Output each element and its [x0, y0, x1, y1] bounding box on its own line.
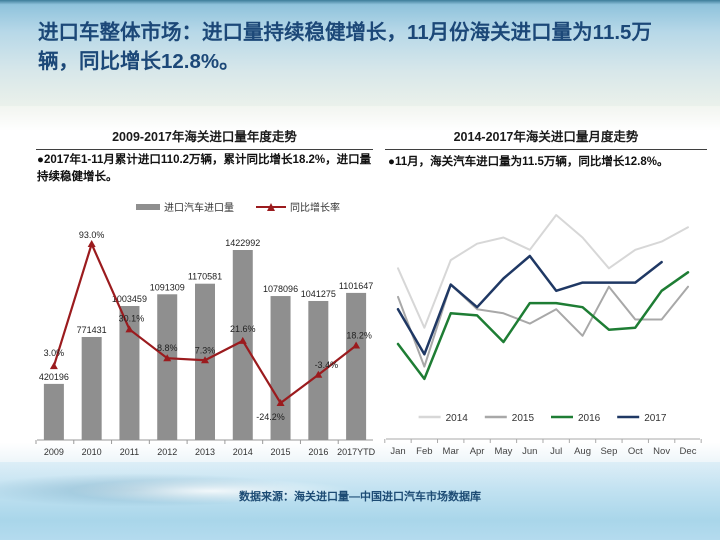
- month-label: Jun: [522, 446, 537, 457]
- bar-swatch-icon: [136, 203, 160, 210]
- growth-point-marker: [314, 370, 323, 378]
- annual-chart-legend: 进口汽车进口量 同比增长率: [35, 199, 375, 214]
- water-background: [0, 462, 720, 540]
- import-volume-bar: [43, 383, 64, 440]
- annual-chart-bullet: ●2017年1-11月累计进口110.2万辆，累计同比增长18.2%，进口量持续…: [37, 154, 372, 184]
- legend-item-bar: 进口汽车进口量: [136, 199, 234, 214]
- monthly-trend-chart: 2014 2015 2016 2017 Jan Feb Mar Apr May Jun Jul Aug…: [384, 214, 702, 457]
- bar-value-label: 1003459: [112, 294, 147, 304]
- month-label: Sep: [600, 446, 617, 457]
- year-axis-label: 2010: [82, 447, 102, 457]
- bar-value-label: 1091309: [150, 282, 185, 292]
- sky-background: [0, 0, 720, 114]
- bar-value-label: 420196: [39, 372, 69, 382]
- annual-trend-chart: 420196 2009 771431 2010 1003459 2011 1091309 20…: [35, 230, 375, 457]
- monthly-chart-bullet: ●11月，海关汽车进口量为11.5万辆，同比增长12.8%。: [388, 156, 669, 168]
- slide-title: 进口车整体市场：进口量持续稳健增长，11月份海关进口量为11.5万辆，同比增长1…: [38, 21, 652, 74]
- growth-point-marker: [276, 399, 285, 406]
- year-axis-label: 2009: [44, 447, 64, 457]
- growth-value-label: 7.3%: [195, 345, 216, 355]
- growth-point-marker: [201, 356, 209, 364]
- year-axis-label: 2016: [308, 447, 328, 457]
- month-label: Jul: [550, 446, 562, 457]
- bar-value-label: 1078096: [263, 284, 298, 294]
- month-label: Oct: [628, 446, 643, 457]
- growth-value-label: 21.6%: [230, 324, 256, 334]
- year-axis-label: 2012: [157, 447, 177, 457]
- legend-label-2015: 2015: [512, 413, 535, 424]
- month-label: Aug: [574, 446, 591, 457]
- series-line-2015: [397, 283, 689, 368]
- month-label: Dec: [680, 446, 697, 457]
- import-volume-bar: [232, 250, 253, 440]
- month-label: Apr: [470, 446, 485, 457]
- growth-point-marker: [87, 240, 96, 247]
- bar-value-label: 771431: [77, 325, 107, 335]
- import-volume-bar: [346, 292, 367, 440]
- growth-point-marker: [163, 354, 172, 362]
- import-volume-bar: [308, 300, 329, 440]
- growth-value-label: 8.8%: [157, 343, 178, 353]
- import-volume-bar: [81, 336, 102, 440]
- monthly-chart-title: 2014-2017年海关进口量月度走势: [385, 126, 707, 150]
- import-volume-bar: [157, 294, 178, 440]
- bar-value-label: 1041275: [301, 289, 336, 299]
- import-volume-bar: [119, 306, 140, 440]
- growth-value-label: 18.2%: [346, 330, 372, 340]
- growth-value-label: 30.1%: [119, 313, 145, 323]
- year-axis-label: 2011: [120, 447, 139, 457]
- growth-point-marker: [49, 362, 58, 370]
- month-label: Jan: [390, 446, 405, 457]
- legend-label: 同比增长率: [290, 203, 340, 214]
- growth-point-marker: [125, 325, 134, 333]
- line-swatch-icon: [256, 202, 286, 211]
- data-source-footer: 数据来源：海关进口量—中国进口汽车市场数据库: [239, 491, 481, 503]
- month-label: Nov: [653, 446, 670, 457]
- legend-label-2014: 2014: [446, 413, 469, 424]
- growth-point-marker: [238, 336, 247, 344]
- growth-value-label: -24.2%: [256, 412, 285, 422]
- year-axis-label: 2014: [233, 447, 253, 457]
- bar-value-label: 1170581: [188, 272, 222, 282]
- year-axis-label: 2017YTD: [337, 447, 375, 457]
- growth-value-label: 3.0%: [44, 348, 65, 358]
- bar-value-label: 1422992: [225, 238, 260, 248]
- series-line-2016: [396, 271, 690, 381]
- legend-item-line: 同比增长率: [256, 199, 340, 214]
- legend-label: 进口汽车进口量: [164, 203, 234, 214]
- year-axis-label: 2015: [271, 447, 291, 457]
- month-label: May: [494, 446, 512, 457]
- annual-chart-title: 2009-2017年海关进口量年度走势: [36, 126, 373, 150]
- series-line-2017: [396, 254, 663, 356]
- wave-highlight-graphic: [60, 476, 440, 506]
- month-label: Mar: [443, 446, 459, 457]
- growth-value-label: -3.4%: [315, 360, 339, 370]
- legend-label-2017: 2017: [644, 413, 667, 424]
- bar-value-label: 1101647: [339, 281, 373, 291]
- growth-point-marker: [352, 341, 361, 349]
- series-line-2014: [397, 214, 689, 329]
- legend-label-2016: 2016: [578, 413, 601, 424]
- month-label: Feb: [416, 446, 432, 457]
- year-axis-label: 2013: [195, 447, 215, 457]
- import-volume-bar: [270, 296, 291, 440]
- growth-value-label: 93.0%: [79, 230, 105, 240]
